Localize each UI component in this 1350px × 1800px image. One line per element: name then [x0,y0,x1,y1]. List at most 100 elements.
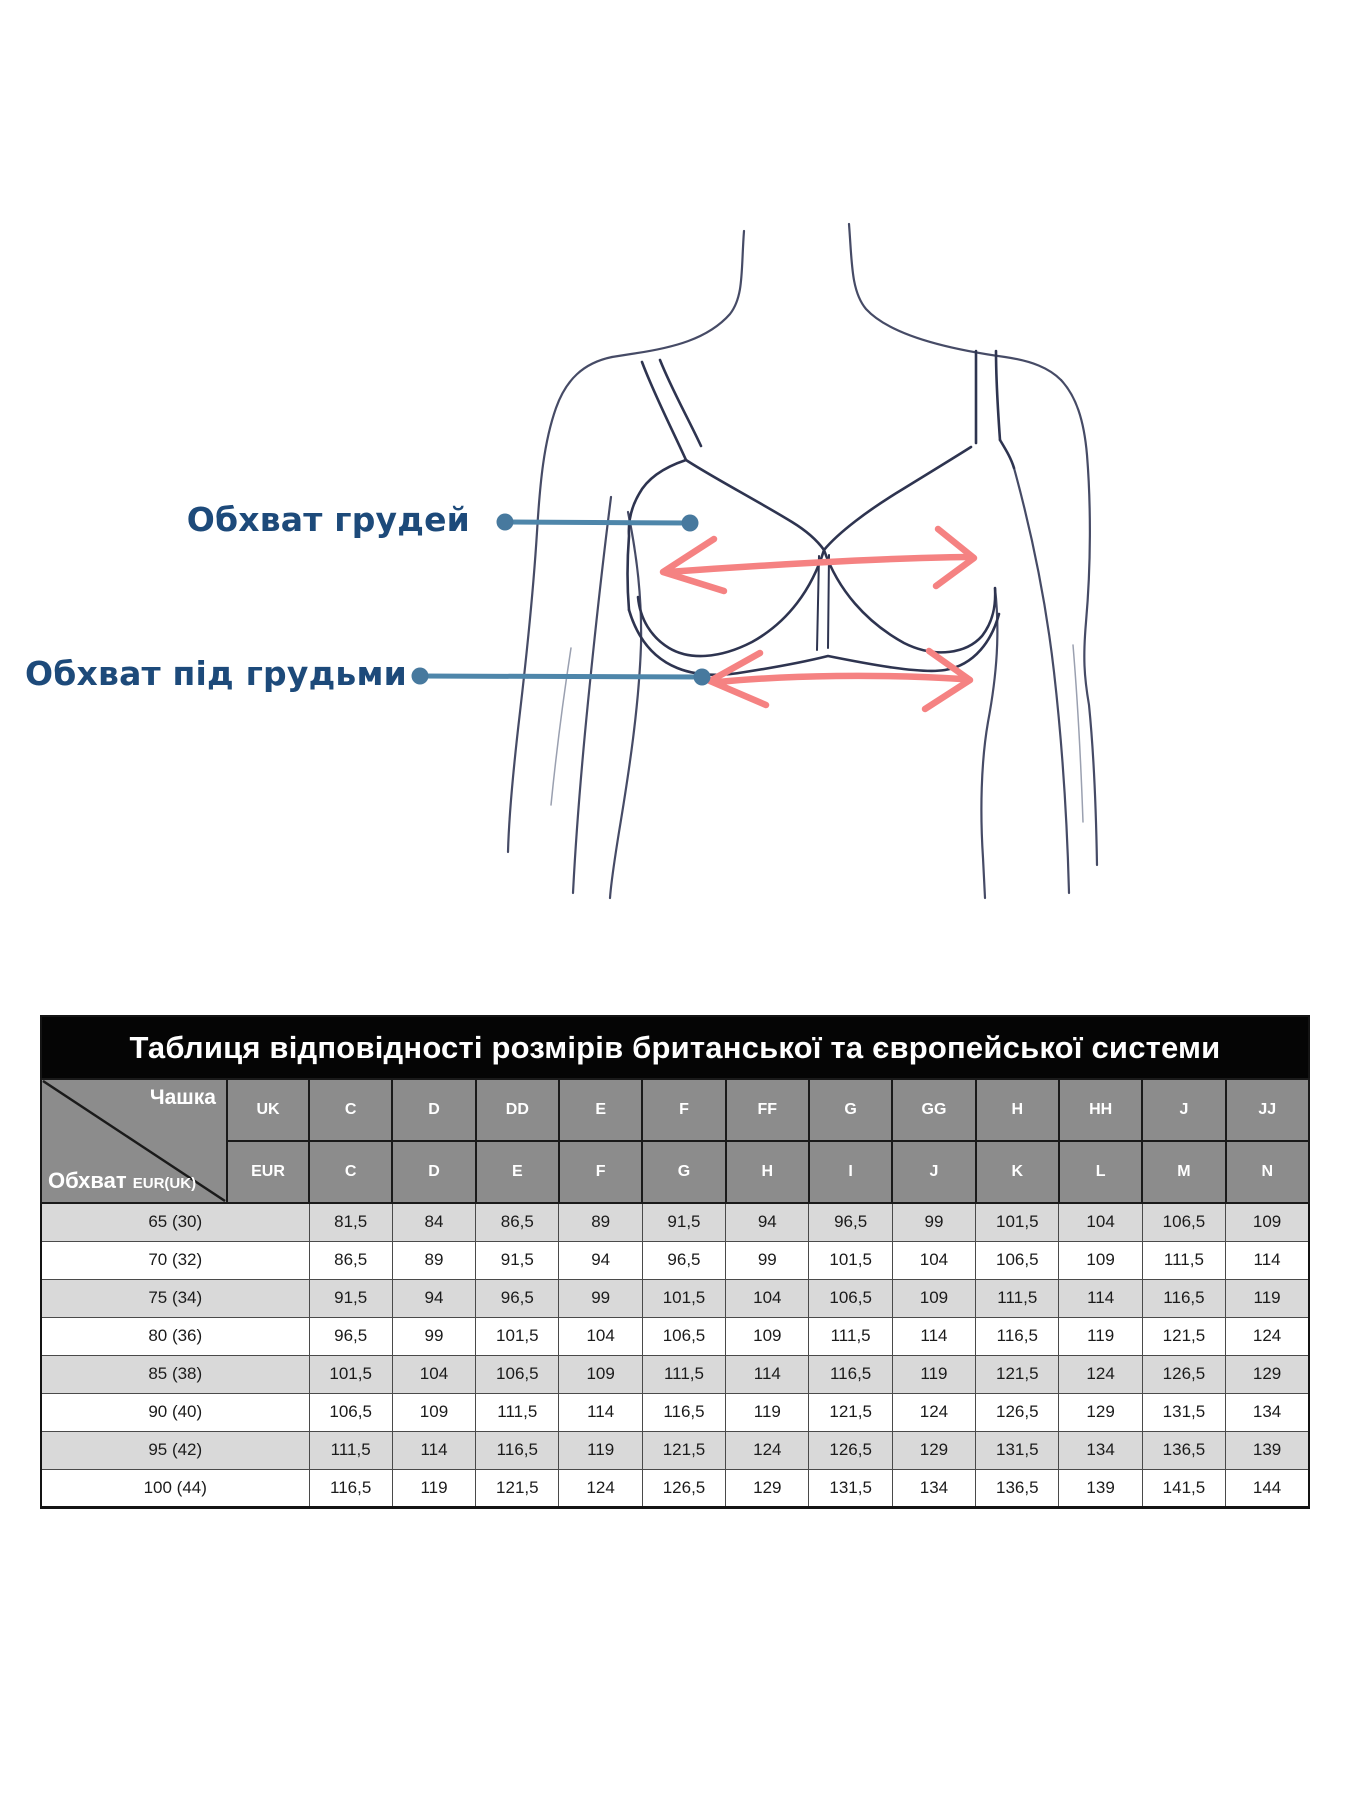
bust-arrow-head-left [659,535,728,595]
uk-cup-header: JJ [1224,1078,1311,1142]
measurement-cell: 91,5 [641,1202,727,1242]
band-size-cell: 80 (36) [40,1316,310,1356]
measurement-cell: 109 [391,1392,477,1432]
eur-cup-header: F [557,1140,644,1204]
measurement-cell: 106,5 [641,1316,727,1356]
neck-line-right [847,222,1063,382]
measurement-cell: 126,5 [975,1392,1060,1432]
measurement-cell: 96,5 [641,1240,727,1280]
bust-arrow-shaft [664,553,972,576]
bra-strap-armpit-right [998,438,1016,470]
uk-system-label: UK [226,1078,310,1142]
bra-cup-top-left [684,458,826,552]
measurement-cell: 131,5 [808,1468,893,1508]
measurement-cell: 119 [725,1392,810,1432]
measurement-cell: 86,5 [308,1240,393,1280]
measurement-cell: 131,5 [1141,1392,1227,1432]
measurement-cell: 111,5 [475,1392,560,1432]
arm-crease-right [1072,644,1084,823]
measurement-cell: 86,5 [475,1202,560,1242]
measurement-cell: 116,5 [975,1316,1060,1356]
table-row: 65 (30) 81,5 84 86,5 89 91,5 94 96,5 99 101,5 104 1… [40,1202,1310,1242]
uk-cup-header: H [974,1078,1060,1142]
uk-cup-header: F [641,1078,727,1142]
measurement-cell: 106,5 [1141,1202,1227,1242]
measurement-cell: 114 [1058,1278,1143,1318]
measurement-cell: 101,5 [641,1278,727,1318]
measurement-cell: 104 [391,1354,477,1394]
bra-cup-bottom-right [822,548,997,654]
measurement-cell: 111,5 [975,1278,1060,1318]
measurement-cell: 139 [1058,1468,1143,1508]
measurement-cell: 129 [725,1468,810,1508]
bust-connector-line [504,519,691,526]
measurement-cell: 126,5 [1141,1354,1227,1394]
diagonal-divider [42,1080,226,1202]
measurement-cell: 136,5 [975,1468,1060,1508]
bra-cup-bottom-left [636,548,826,658]
size-conversion-table: Таблиця відповідності розмірів британськ… [40,1015,1311,1509]
bust-arrow-head-right [932,525,978,590]
measurement-cell: 101,5 [975,1202,1060,1242]
measurement-cell: 109 [891,1278,977,1318]
arm-inner-left [571,495,613,895]
underbust-label: Обхват під грудьми [25,654,407,693]
table-row: 90 (40) 106,5 109 111,5 114 116,5 119 121,5 124 1… [40,1392,1310,1432]
table-row: 70 (32) 86,5 89 91,5 94 96,5 99 101,5 104 106,5 10… [40,1240,1310,1280]
measurement-cell: 104 [558,1316,643,1356]
measurement-cell: 121,5 [808,1392,893,1432]
corner-cup-label: Чашка [149,1086,216,1109]
measurement-cell: 99 [391,1316,477,1356]
measurement-cell: 91,5 [308,1278,393,1318]
arm-inner-right [1012,466,1071,895]
measurement-cell: 96,5 [808,1202,893,1242]
measurement-cell: 119 [1058,1316,1143,1356]
measurement-cell: 99 [725,1240,810,1280]
measurement-cell: 99 [558,1278,643,1318]
arm-crease-left [550,647,572,806]
measurement-cell: 121,5 [1141,1316,1227,1356]
band-size-cell: 90 (40) [40,1392,310,1432]
measurement-cell: 104 [725,1278,810,1318]
uk-cup-header: J [1141,1078,1227,1142]
uk-cup-header: FF [724,1078,810,1142]
measurement-cell: 114 [1225,1240,1310,1280]
measurement-cell: 119 [558,1430,643,1470]
measurement-cell: 144 [1225,1468,1310,1508]
measurement-cell: 94 [725,1202,810,1242]
bra-cup-top-right [822,445,973,552]
uk-cup-header: E [557,1078,644,1142]
underbust-arrow-head-left [706,649,770,709]
band-size-cell: 95 (42) [40,1430,310,1470]
measurement-cell: 114 [558,1392,643,1432]
measurement-cell: 89 [558,1202,643,1242]
measurement-cell: 119 [391,1468,477,1508]
measurement-cell: 116,5 [475,1430,560,1470]
uk-cup-header: HH [1057,1078,1144,1142]
measurement-cell: 109 [1225,1202,1310,1242]
measurement-cell: 119 [891,1354,977,1394]
measurement-cell: 111,5 [808,1316,893,1356]
underbust-arrow-shaft [714,672,966,686]
measurement-cell: 116,5 [808,1354,893,1394]
measurement-cell: 111,5 [641,1354,727,1394]
measurement-cell: 94 [558,1240,643,1280]
measurement-cell: 124 [1058,1354,1143,1394]
uk-cup-header: G [807,1078,894,1142]
measurement-cell: 129 [891,1430,977,1470]
measurement-cell: 141,5 [1141,1468,1227,1508]
arm-outline-right [1059,378,1099,867]
eur-cup-header: I [807,1140,894,1204]
eur-cup-header: G [641,1140,727,1204]
measurement-cell: 109 [558,1354,643,1394]
measurement-cell: 104 [891,1240,977,1280]
measurement-cell: 81,5 [308,1202,393,1242]
measurement-cell: 109 [1058,1240,1143,1280]
measurement-cell: 106,5 [975,1240,1060,1280]
table-row: 75 (34) 91,5 94 96,5 99 101,5 104 106,5 109 111,5… [40,1278,1310,1318]
measurement-cell: 129 [1225,1354,1310,1394]
corner-girth-label: Обхват EUR(UK) [48,1168,197,1193]
corner-cell: Чашка Обхват EUR(UK) [40,1078,228,1204]
measurement-cell: 101,5 [808,1240,893,1280]
band-size-cell: 85 (38) [40,1354,310,1394]
